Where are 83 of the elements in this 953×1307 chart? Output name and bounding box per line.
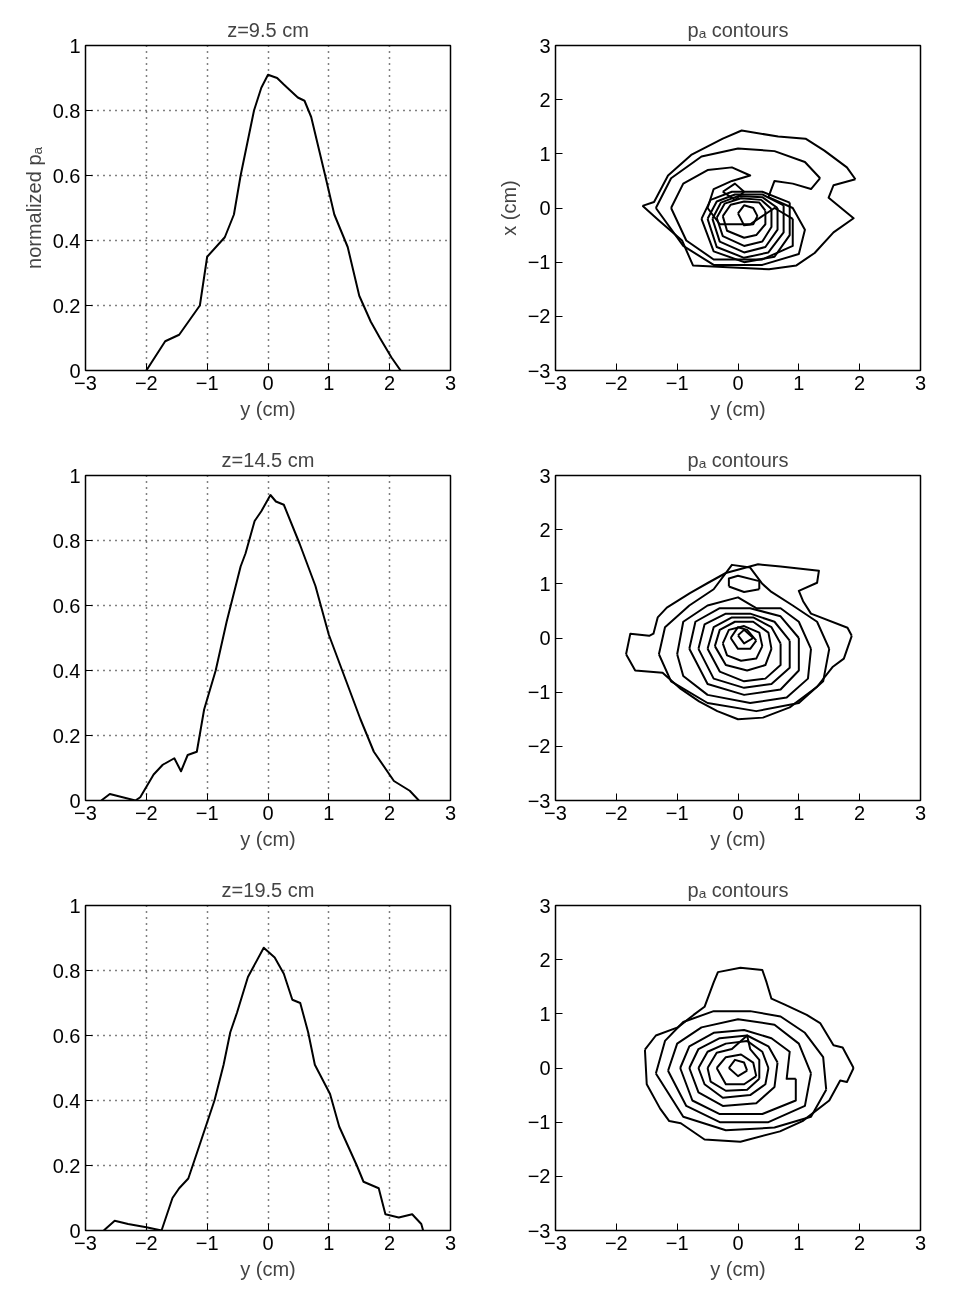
x-tick-label: −2 [134, 371, 158, 394]
y-tick-label: −2 [527, 735, 551, 758]
y-tick-label: 0.4 [52, 229, 81, 252]
x-tick-label: 3 [444, 1231, 457, 1254]
x-tick-label: −2 [604, 371, 628, 394]
x-tick-label: 3 [444, 371, 457, 394]
y-tick-label: 1 [69, 34, 81, 57]
x-tick-label: 0 [732, 801, 744, 824]
x-axis-title: y (cm) [240, 827, 296, 850]
y-tick-label: 0 [539, 197, 551, 219]
x-tick-label: −2 [604, 801, 628, 824]
y-tick-label: 0.8 [52, 959, 81, 982]
x-tick-label: 2 [854, 1231, 866, 1254]
y-tick-label: 1 [539, 1002, 551, 1025]
y-tick-label: 0.4 [52, 1089, 81, 1112]
y-tick-label: 2 [539, 518, 551, 541]
y-tick-label: 0.6 [52, 594, 81, 617]
chart-title: z=9.5 cm [227, 18, 309, 41]
x-tick-label: 2 [384, 371, 396, 394]
x-tick-label: 1 [323, 1231, 335, 1254]
y-tick-label: 0 [539, 627, 551, 649]
y-tick-label: 1 [539, 572, 551, 595]
y-tick-label: −1 [527, 1111, 551, 1134]
x-tick-label: −1 [665, 371, 689, 394]
y-tick-label: −1 [527, 251, 551, 274]
chart-title: z=19.5 cm [221, 878, 315, 901]
x-tick-label: −1 [665, 1231, 689, 1254]
y-tick-label: 2 [539, 88, 551, 111]
x-tick-label: −2 [134, 801, 158, 824]
x-tick-label: 1 [323, 371, 335, 394]
y-tick-label: −2 [527, 1165, 551, 1188]
y-tick-label: −1 [527, 681, 551, 704]
chart-title: z=14.5 cm [221, 448, 315, 471]
y-tick-label: 0.2 [52, 1154, 81, 1177]
x-tick-label: 2 [854, 801, 866, 824]
y-tick-label: 0.6 [52, 1024, 81, 1047]
x-tick-label: 0 [732, 1231, 744, 1254]
y-tick-label: 1 [69, 894, 81, 917]
y-tick-label: 0.4 [52, 659, 81, 682]
x-tick-label: −1 [665, 801, 689, 824]
x-tick-label: −2 [604, 1231, 628, 1254]
x-tick-label: 0 [262, 801, 274, 824]
y-tick-label: 3 [539, 464, 551, 487]
x-tick-label: 1 [793, 371, 805, 394]
y-tick-label: 0.6 [52, 164, 81, 187]
y-tick-label: 0 [539, 1057, 551, 1079]
x-tick-label: 1 [793, 801, 805, 824]
x-tick-label: 3 [914, 1231, 927, 1254]
x-axis-title: y (cm) [710, 827, 766, 850]
x-tick-label: 2 [384, 801, 396, 824]
y-tick-label: −2 [527, 305, 551, 328]
chart-title: pₐ contours [687, 448, 789, 471]
x-tick-label: −2 [134, 1231, 158, 1254]
y-tick-label: 0.2 [52, 294, 81, 317]
x-tick-label: 2 [854, 371, 866, 394]
x-axis-title: y (cm) [710, 1257, 766, 1280]
x-tick-label: −1 [195, 371, 219, 394]
chart-title: pₐ contours [687, 18, 789, 41]
y-axis-title: normalized pₐ [22, 146, 45, 269]
x-axis-title: y (cm) [240, 397, 296, 420]
y-axis-title: x (cm) [497, 180, 520, 236]
chart-title: pₐ contours [687, 878, 789, 901]
x-tick-label: −1 [195, 801, 219, 824]
y-tick-label: 1 [69, 464, 81, 487]
x-axis-title: y (cm) [710, 397, 766, 420]
x-tick-label: 3 [914, 801, 927, 824]
y-tick-label: 2 [539, 948, 551, 971]
x-tick-label: −1 [195, 1231, 219, 1254]
y-tick-label: 1 [539, 142, 551, 165]
x-tick-label: 1 [323, 801, 335, 824]
x-tick-label: 3 [914, 371, 927, 394]
x-tick-label: 0 [262, 371, 274, 394]
x-axis-title: y (cm) [240, 1257, 296, 1280]
y-tick-label: 0.8 [52, 529, 81, 552]
x-tick-label: 1 [793, 1231, 805, 1254]
x-tick-label: 3 [444, 801, 457, 824]
x-tick-label: 2 [384, 1231, 396, 1254]
y-tick-label: 3 [539, 894, 551, 917]
y-tick-label: 0.8 [52, 99, 81, 122]
y-tick-label: 3 [539, 34, 551, 57]
y-tick-label: 0.2 [52, 724, 81, 747]
x-tick-label: 0 [262, 1231, 274, 1254]
x-tick-label: 0 [732, 371, 744, 394]
